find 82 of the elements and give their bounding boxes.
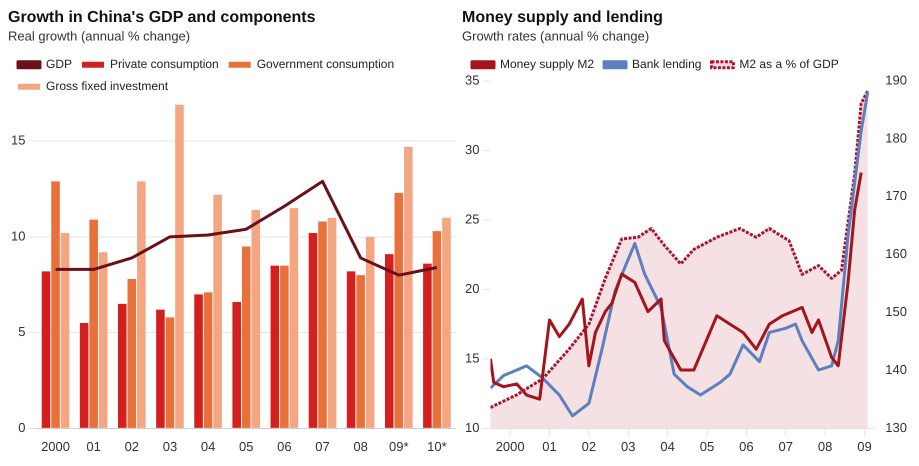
bar	[366, 236, 374, 428]
x-tick-label: 06	[739, 438, 754, 454]
x-tick-label: 05	[238, 438, 254, 454]
x-tick-label: 08	[353, 438, 368, 454]
x-tick-label: 09	[857, 438, 872, 454]
legend-label: Private consumption	[110, 57, 219, 72]
x-tick-label: 06	[277, 438, 292, 454]
bar	[213, 194, 222, 428]
x-tick-label: 01	[86, 438, 101, 454]
bar	[51, 181, 60, 428]
x-tick-label: 04	[200, 438, 216, 454]
y-tick-label: 10	[10, 228, 26, 244]
y-tick-label: 15	[10, 132, 26, 148]
x-tick-label: 10*	[427, 438, 447, 454]
bar	[60, 233, 70, 428]
y-tick-label: 35	[464, 72, 480, 88]
y2-tick-label: 190	[885, 72, 908, 88]
bar	[290, 208, 298, 428]
x-tick-label: 2000	[496, 438, 525, 454]
bar	[432, 231, 442, 428]
bar	[251, 210, 260, 428]
x-tick-label: 03	[162, 438, 178, 454]
y2-tick-label: 130	[885, 420, 908, 435]
bar	[394, 192, 404, 428]
x-tick-label: 07	[315, 438, 330, 454]
bar	[356, 275, 365, 428]
bar	[308, 233, 318, 428]
x-tick-label: 02	[124, 438, 140, 454]
x-tick-label: 2000	[41, 438, 70, 454]
y-tick-label: 5	[18, 324, 26, 340]
bar	[318, 222, 327, 428]
bar	[42, 271, 50, 428]
y2-tick-label: 140	[885, 362, 908, 378]
chart-title: Growth in China's GDP and components	[8, 9, 316, 26]
y2-tick-label: 170	[885, 188, 908, 204]
bar	[156, 310, 165, 428]
bar	[328, 218, 336, 428]
y-tick-label: 10	[464, 420, 480, 435]
bar	[204, 292, 212, 428]
x-tick-label: 09*	[389, 438, 409, 454]
bar	[98, 252, 108, 428]
bar	[232, 302, 241, 428]
legend-label: Government consumption	[256, 57, 394, 72]
bar	[442, 218, 451, 428]
y-tick-label: 15	[464, 350, 480, 366]
y2-tick-label: 160	[885, 246, 908, 262]
x-tick-label: 02	[582, 438, 596, 454]
bar	[118, 304, 127, 428]
bar	[280, 266, 289, 428]
x-tick-label: 05	[700, 438, 714, 454]
bar	[137, 181, 146, 428]
bar	[346, 271, 356, 428]
legend-label: Gross fixed investment	[46, 79, 169, 94]
bar	[80, 323, 88, 428]
legend-label: Money supply M2	[500, 57, 594, 72]
x-tick-label: 08	[818, 438, 832, 454]
y-tick-label: 20	[464, 280, 480, 296]
bar	[175, 104, 184, 428]
bar	[89, 220, 98, 428]
bar	[128, 279, 136, 428]
x-tick-label: 01	[542, 438, 557, 454]
bar	[194, 294, 203, 428]
y-tick-label: 30	[464, 142, 480, 157]
x-tick-label: 07	[778, 438, 793, 454]
bar	[270, 266, 280, 428]
y-tick-label: 0	[18, 420, 26, 435]
bar	[384, 254, 394, 428]
legend-label: GDP	[46, 57, 72, 72]
legend-label: Bank lending	[632, 57, 702, 72]
bar	[423, 264, 432, 428]
bar	[166, 317, 174, 428]
y2-tick-label: 150	[885, 304, 908, 320]
chart-subtitle: Real growth (annual % change)	[8, 28, 190, 44]
bar	[404, 146, 413, 428]
y-tick-label: 25	[464, 211, 480, 226]
legend-label: M2 as a % of GDP	[739, 57, 839, 72]
y2-tick-label: 180	[885, 130, 908, 146]
chart-title: Money supply and lending	[462, 9, 663, 26]
x-tick-label: 03	[621, 438, 636, 454]
x-tick-label: 04	[660, 438, 675, 454]
chart-subtitle: Growth rates (annual % change)	[462, 28, 650, 44]
bar	[242, 246, 251, 428]
